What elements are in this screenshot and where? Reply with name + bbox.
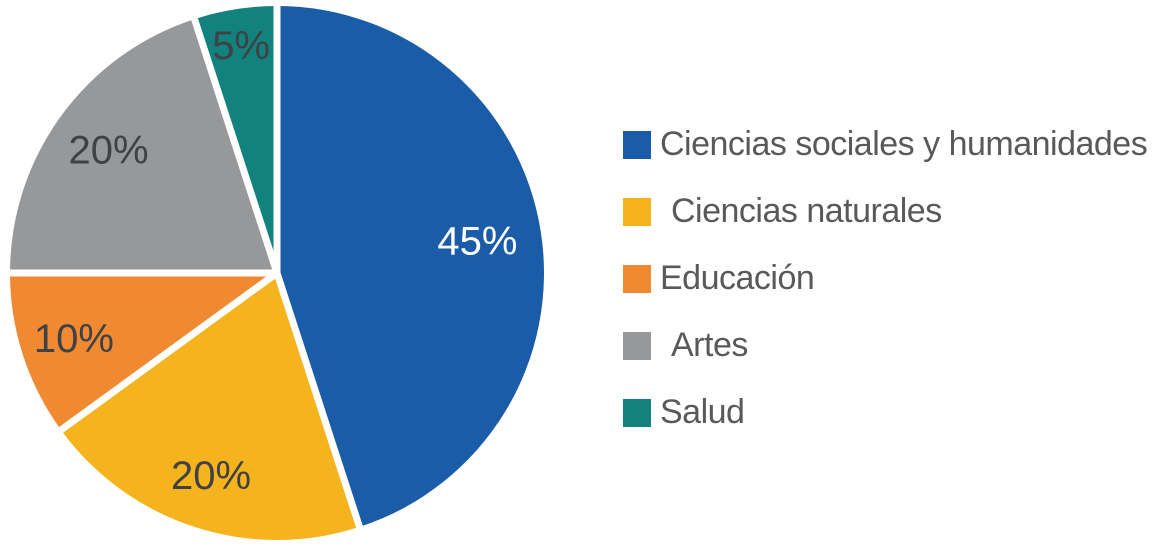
- pie-slice-2: [9, 273, 277, 430]
- pie-slice-value-label-2: 10%: [34, 317, 114, 361]
- legend: Ciencias sociales y humanidades Ciencias…: [623, 125, 1165, 431]
- legend-label-salud: Salud: [660, 393, 745, 431]
- legend-swatch-educacion: [623, 264, 651, 293]
- legend-item-ciencias-naturales: Ciencias naturales: [623, 192, 1165, 230]
- legend-label-ciencias-naturales: Ciencias naturales: [671, 192, 942, 230]
- legend-swatch-artes: [623, 331, 651, 360]
- legend-label-educacion: Educación: [660, 259, 815, 297]
- legend-item-salud: Salud: [623, 393, 1165, 431]
- legend-label-artes: Artes: [671, 326, 748, 364]
- legend-label-ciencias-sociales: Ciencias sociales y humanidades: [660, 125, 1148, 163]
- pie-slice-value-label-4: 5%: [212, 24, 270, 68]
- pie-slice-value-label-1: 20%: [171, 454, 251, 498]
- slice-separator: [58, 270, 280, 433]
- pie-slice-0: [277, 6, 544, 527]
- pie-slice-value-label-0: 45%: [437, 219, 517, 263]
- pie-chart: 45% 20% 10% 20% 5%: [9, 6, 544, 540]
- legend-item-ciencias-sociales: Ciencias sociales y humanidades: [623, 125, 1165, 163]
- pie-slice-1: [60, 273, 360, 540]
- legend-item-artes: Artes: [623, 326, 1165, 364]
- pie-slice-value-label-3: 20%: [68, 129, 148, 173]
- pie-slice-3: [10, 19, 277, 273]
- slice-separator: [191, 17, 281, 275]
- legend-swatch-ciencias-sociales: [623, 130, 651, 159]
- legend-swatch-salud: [623, 398, 651, 427]
- slice-separator: [273, 271, 363, 529]
- legend-item-educacion: Educación: [623, 259, 1165, 297]
- legend-swatch-ciencias-naturales: [623, 197, 651, 226]
